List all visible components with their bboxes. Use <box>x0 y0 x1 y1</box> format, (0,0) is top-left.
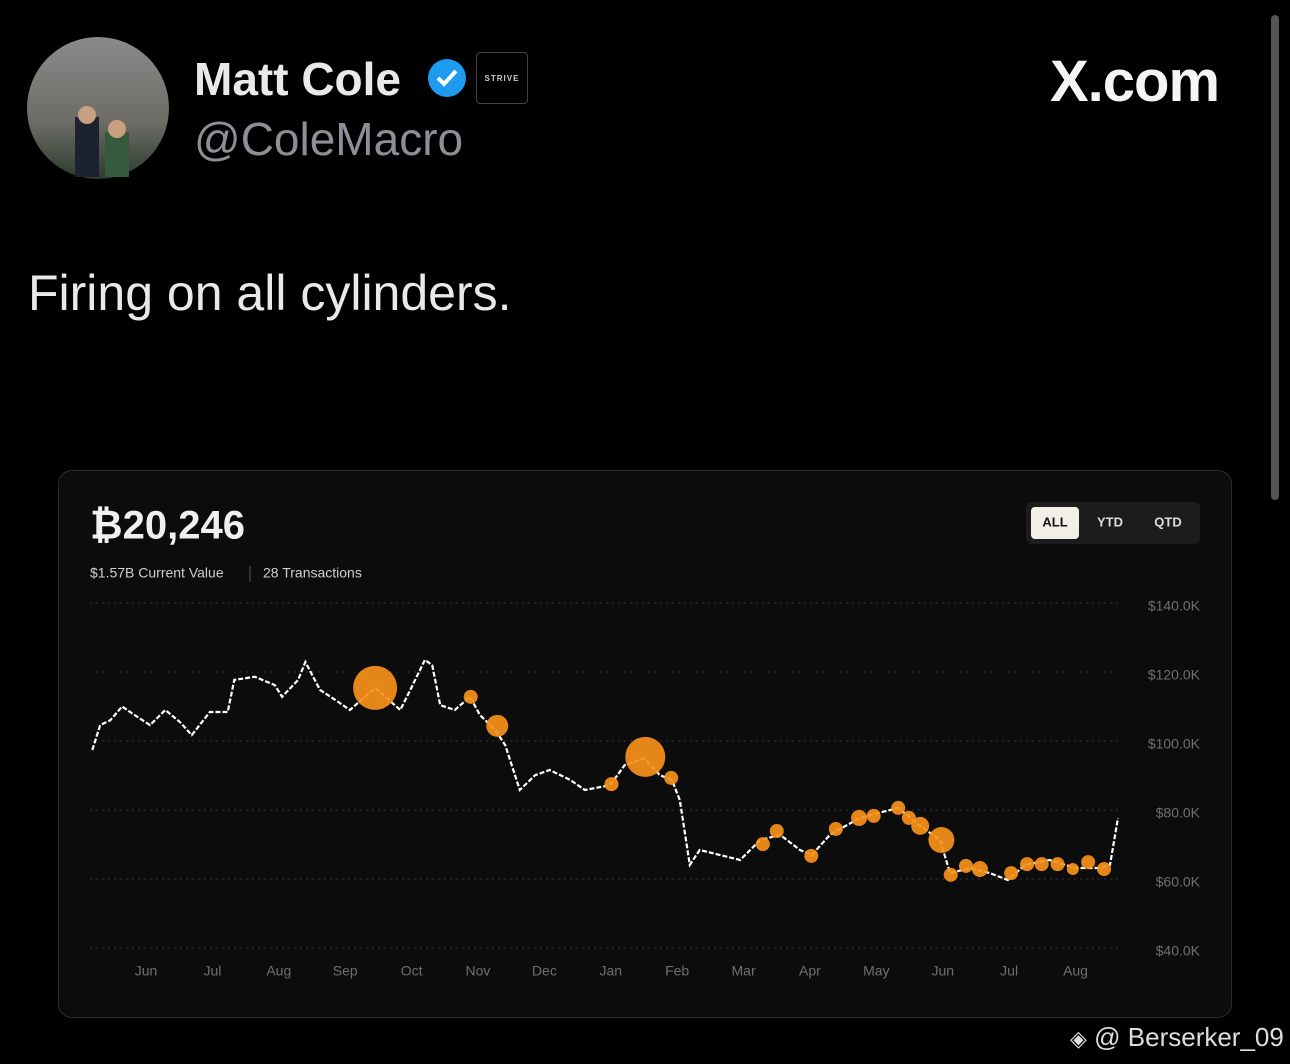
purchase-bubble <box>1066 862 1079 875</box>
purchase-bubble <box>1081 855 1096 870</box>
purchase-bubble <box>1097 861 1112 876</box>
purchase-bubble <box>828 821 843 836</box>
y-tick-label: $120.0K <box>1148 667 1201 683</box>
purchase-bubble <box>943 867 958 882</box>
current-value: $1.57B Current Value <box>90 565 224 581</box>
y-tick-label: $100.0K <box>1148 736 1201 752</box>
x-tick-label: Oct <box>401 963 423 979</box>
x-tick-label: Dec <box>532 963 557 979</box>
purchase-bubble <box>1034 857 1049 872</box>
x-tick-label: Nov <box>466 963 491 979</box>
purchase-bubble <box>971 860 988 877</box>
y-tick-label: $140.0K <box>1148 598 1201 614</box>
x-tick-label: Feb <box>665 963 689 979</box>
x-tick-label: Apr <box>799 963 821 979</box>
watermark: ◈ @ Berserker_09 <box>1070 1022 1284 1052</box>
x-tick-label: Jun <box>931 963 954 979</box>
watermark-text: @ Berserker_09 <box>1094 1022 1284 1052</box>
purchase-bubble <box>928 827 955 854</box>
tweet-text: Firing on all cylinders. <box>28 265 512 321</box>
verified-badge <box>428 59 466 97</box>
avatar <box>27 37 169 179</box>
site-logo: X.com <box>1050 49 1220 114</box>
purchase-bubble <box>1004 866 1019 881</box>
x-tick-label: Aug <box>1063 963 1088 979</box>
purchase-bubble <box>625 736 666 777</box>
purchase-bubble <box>958 858 973 873</box>
active-button <box>1031 507 1079 539</box>
range-button[interactable]: YTD <box>1097 514 1123 529</box>
range-button[interactable]: QTD <box>1154 514 1181 529</box>
purchase-bubble <box>911 816 930 835</box>
purchase-bubble <box>463 689 478 704</box>
purchase-bubble <box>1050 857 1065 872</box>
purchase-bubble <box>755 837 770 852</box>
y-tick-label: $80.0K <box>1156 805 1201 821</box>
purchase-bubble <box>851 809 868 826</box>
price-line <box>91 658 1120 882</box>
x-tick-label: Jan <box>599 963 622 979</box>
y-tick-label: $40.0K <box>1156 943 1201 959</box>
scrollbar <box>1271 15 1279 500</box>
x-tick-label: May <box>863 963 889 979</box>
y-tick-label: $60.0K <box>1156 874 1201 890</box>
display-name: Matt Cole <box>194 53 401 105</box>
purchase-bubble <box>664 770 679 785</box>
handle: @ColeMacro <box>194 113 464 165</box>
purchase-bubble <box>769 824 784 839</box>
purchase-bubble <box>486 714 509 737</box>
x-tick-label: Jul <box>203 963 221 979</box>
x-tick-label: Jun <box>135 963 158 979</box>
purchase-bubble <box>804 848 819 863</box>
range-button[interactable]: ALL <box>1042 514 1067 529</box>
purchase-bubble <box>1020 857 1035 872</box>
purchase-bubble <box>866 808 881 823</box>
purchase-bubble <box>604 777 619 792</box>
transactions: 28 Transactions <box>263 565 362 581</box>
x-tick-label: Sep <box>333 963 358 979</box>
x-tick-label: Jul <box>1000 963 1018 979</box>
purchase-bubble <box>353 665 398 710</box>
x-tick-label: Mar <box>732 963 756 979</box>
affiliate-badge: STRIVE <box>476 52 528 104</box>
purchase-bubble <box>891 800 906 815</box>
x-tick-label: Aug <box>266 963 291 979</box>
chart-title: ₿20,246 <box>90 504 245 548</box>
